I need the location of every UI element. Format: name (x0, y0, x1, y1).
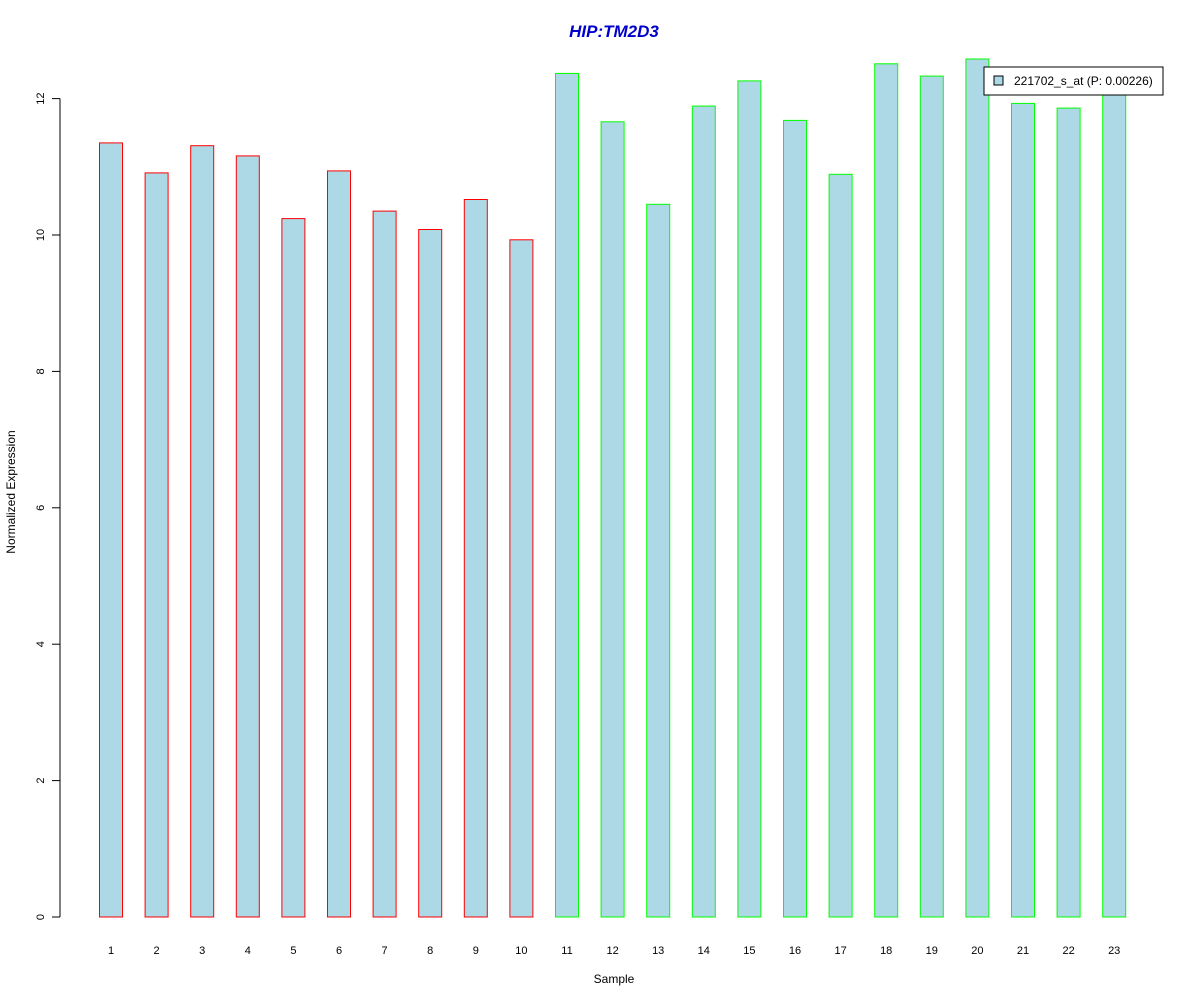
y-tick-label: 6 (35, 505, 47, 511)
x-tick-label: 18 (880, 945, 892, 957)
y-axis: 0 2 4 6 8 10 12 (35, 92, 61, 920)
bar-11 (555, 72, 579, 918)
y-tick-label: 4 (35, 641, 47, 647)
x-tick-label: 11 (561, 945, 572, 957)
bar-22 (1056, 107, 1081, 918)
legend-label: 221702_s_at (P: 0.00226) (1014, 74, 1153, 88)
bar-16 (783, 119, 807, 918)
y-tick-label: 12 (35, 92, 47, 104)
bar-15 (737, 80, 762, 918)
x-tick-label: 6 (336, 945, 342, 957)
bar-9 (463, 199, 488, 918)
x-tick-label: 13 (652, 945, 664, 957)
bar-20 (965, 58, 990, 918)
x-tick-label: 3 (199, 945, 205, 957)
x-tick-label: 23 (1108, 945, 1120, 957)
bars (99, 58, 1127, 918)
legend-box (983, 66, 1164, 96)
bar-1 (99, 142, 123, 918)
bar-3 (190, 145, 215, 918)
chart-title: HIP:TM2D3 (569, 22, 659, 41)
bar-10 (509, 239, 534, 918)
x-tick-label: 7 (382, 945, 388, 957)
y-tick-label: 2 (35, 778, 47, 784)
bar-13 (646, 203, 671, 918)
x-tick-label: 4 (245, 945, 251, 957)
bar-7 (372, 210, 397, 918)
x-tick-label: 14 (698, 945, 710, 957)
bar-14 (691, 105, 716, 918)
legend-swatch (993, 75, 1004, 86)
x-tick-label: 17 (834, 945, 846, 957)
bar-19 (919, 75, 944, 918)
bar-4 (235, 155, 260, 918)
x-tick-label: 5 (290, 945, 296, 957)
bar-2 (144, 172, 169, 918)
x-tick-label: 21 (1017, 945, 1029, 957)
x-tick-label: 22 (1062, 945, 1074, 957)
x-tick-labels: 1 2 3 4 5 6 7 8 9 10 11 12 13 14 15 16 17 18 19 20 21 22 23 (108, 945, 1120, 957)
x-tick-label: 9 (473, 945, 479, 957)
y-tick-label: 10 (35, 229, 47, 241)
x-tick-label: 10 (515, 945, 527, 957)
bar-5 (281, 218, 306, 918)
x-tick-label: 20 (971, 945, 983, 957)
bar-17 (828, 173, 853, 918)
x-tick-label: 19 (926, 945, 938, 957)
x-tick-label: 12 (606, 945, 618, 957)
bar-12 (600, 121, 625, 918)
x-tick-label: 2 (154, 945, 160, 957)
x-axis-label: Sample (594, 972, 635, 986)
y-tick-label: 8 (35, 368, 47, 374)
y-axis-label: Normalized Expression (4, 430, 18, 553)
bar-21 (1011, 102, 1035, 918)
bar-6 (327, 170, 351, 918)
x-tick-label: 16 (789, 945, 801, 957)
y-tick-label: 0 (35, 914, 47, 920)
x-tick-label: 8 (427, 945, 433, 957)
bar-8 (418, 229, 443, 918)
legend: 221702_s_at (P: 0.00226) (983, 66, 1164, 96)
x-tick-label: 1 (108, 945, 114, 957)
bar-23 (1102, 94, 1127, 918)
x-tick-label: 15 (743, 945, 755, 957)
bar-18 (874, 63, 899, 918)
